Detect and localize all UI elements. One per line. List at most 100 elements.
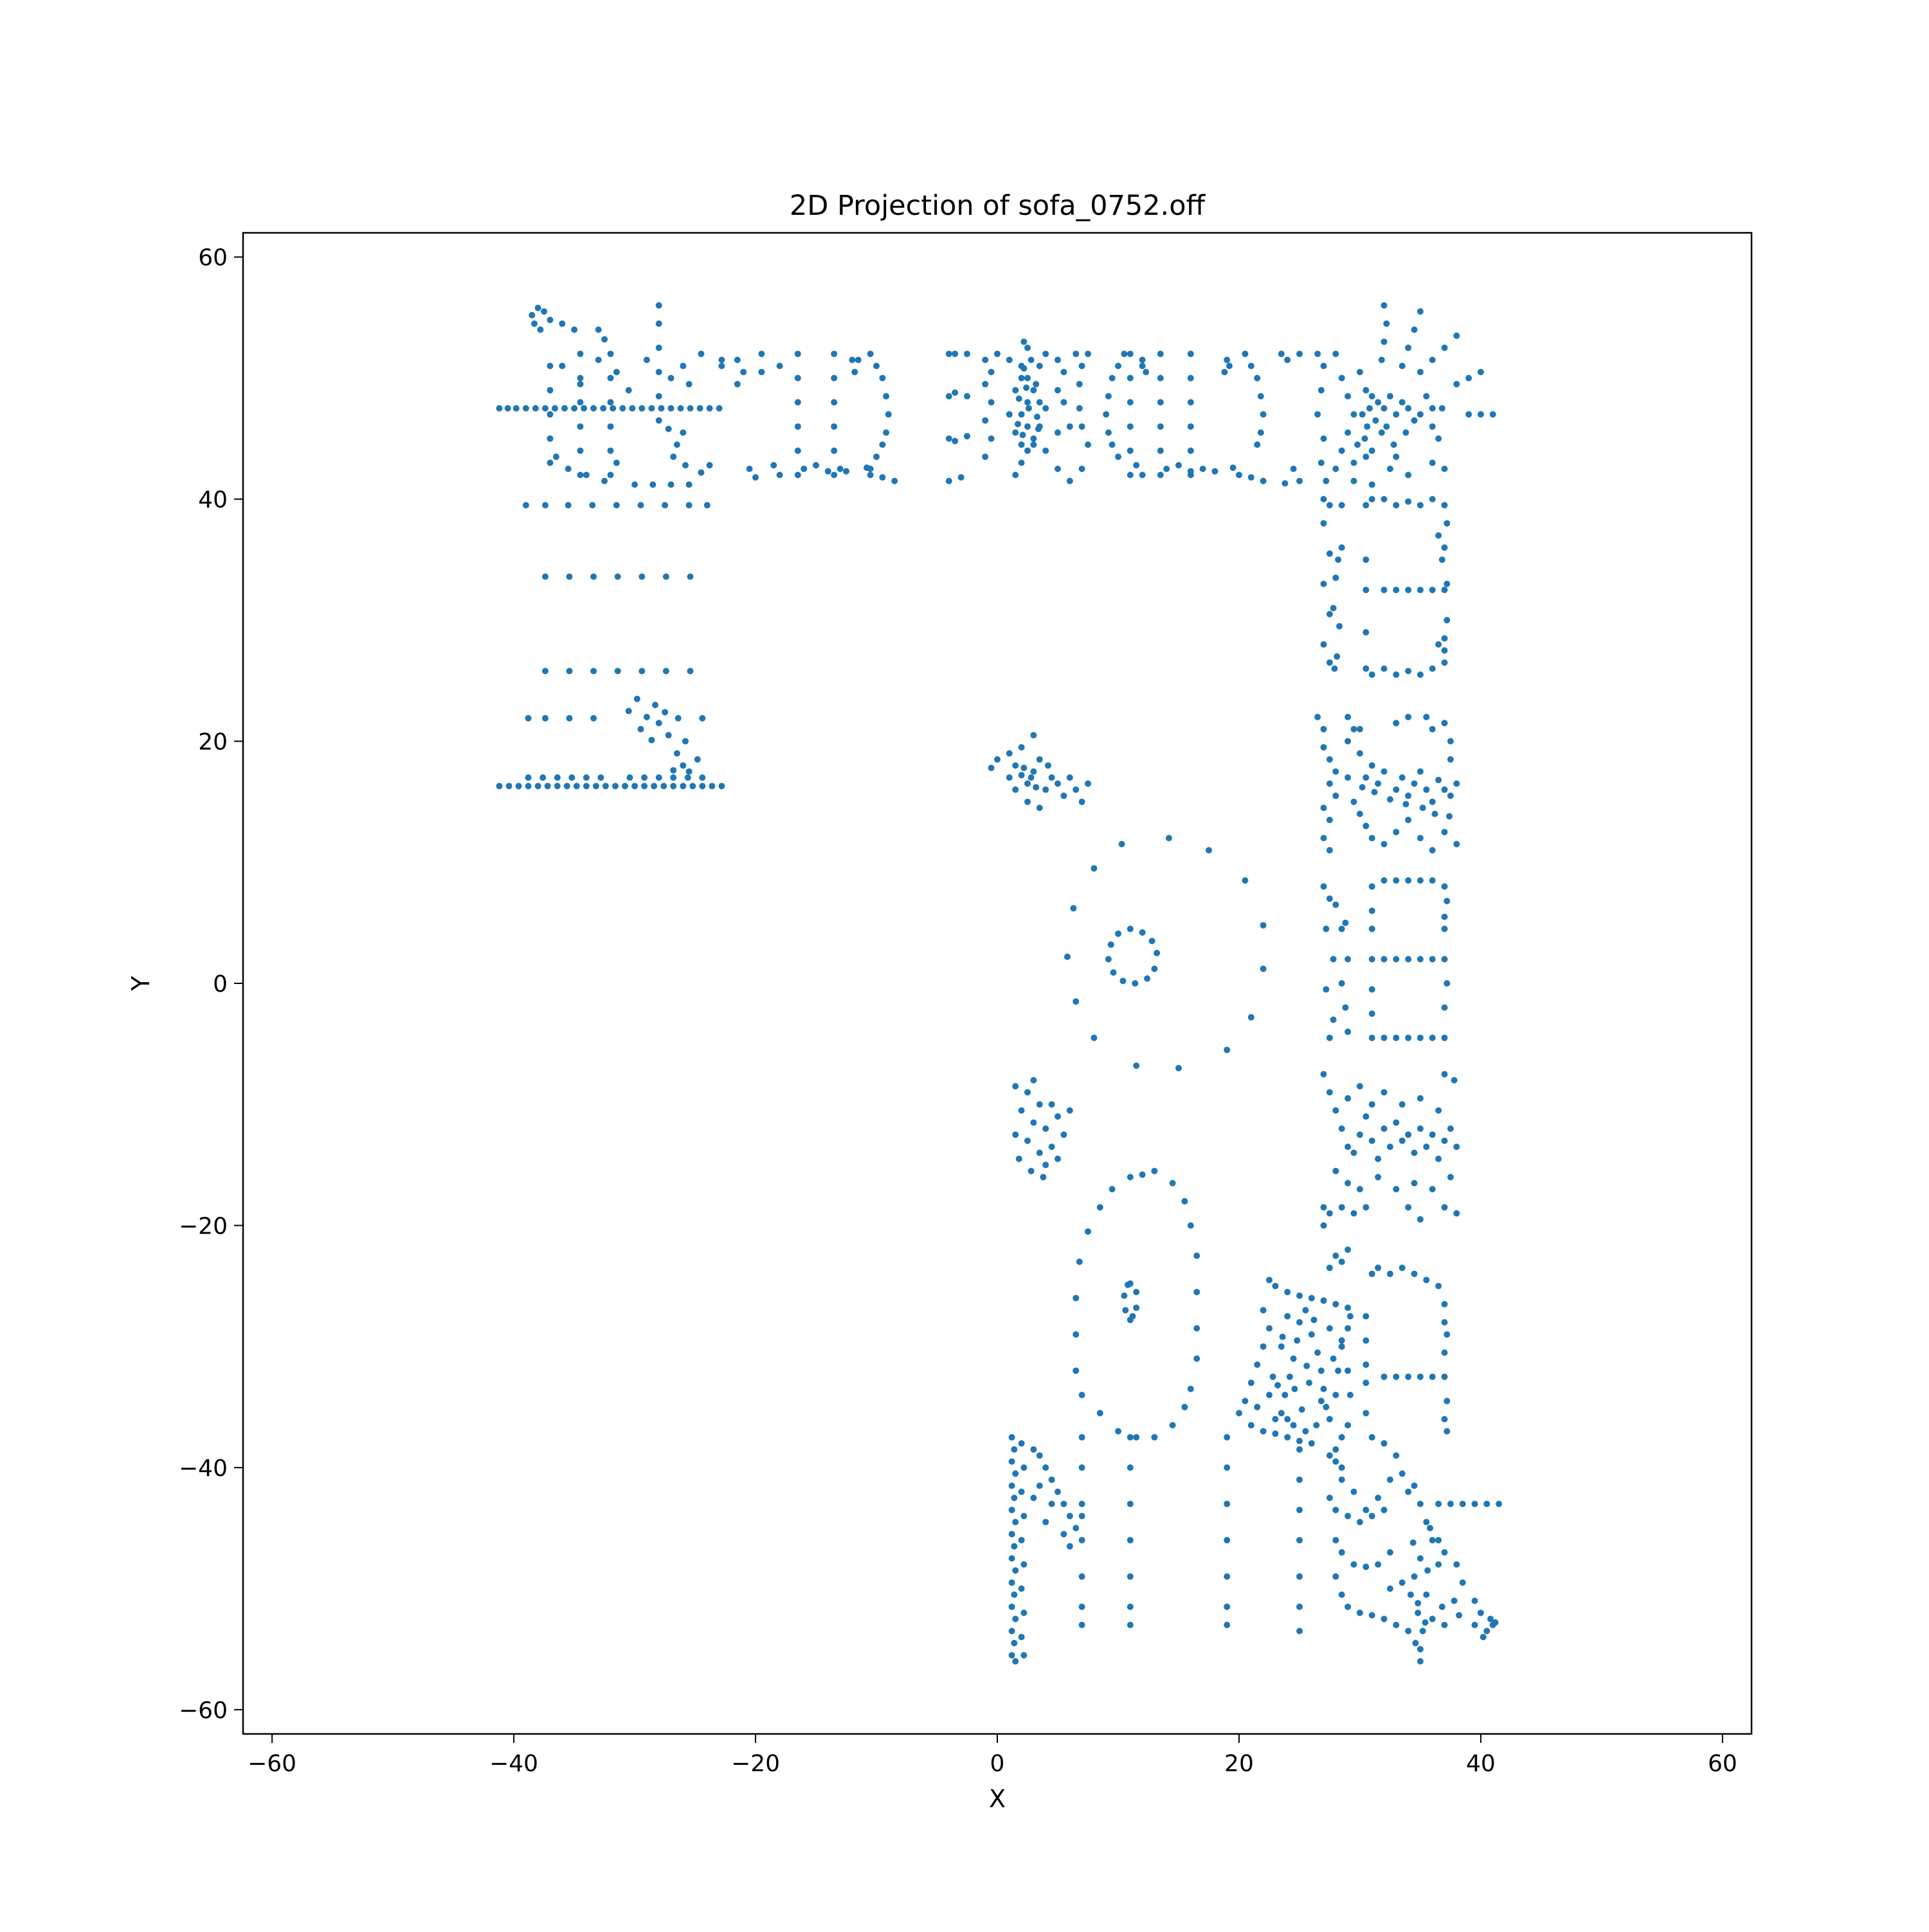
data-point: [1073, 1525, 1080, 1531]
data-point: [1018, 1107, 1025, 1114]
data-point: [1296, 1628, 1303, 1634]
data-point: [1477, 411, 1484, 418]
data-point: [1405, 587, 1412, 594]
data-point: [1018, 1488, 1025, 1495]
data-point: [1187, 351, 1194, 358]
data-point: [1313, 1422, 1320, 1428]
data-point: [1078, 1573, 1085, 1580]
y-tick-label: −60: [179, 1697, 228, 1724]
data-point: [1363, 1506, 1370, 1513]
data-point: [1487, 1616, 1494, 1623]
data-point: [703, 502, 711, 509]
data-point: [1405, 877, 1412, 884]
data-point: [1332, 1107, 1339, 1114]
data-point: [1278, 1343, 1285, 1350]
data-point: [1320, 435, 1327, 442]
data-point: [1042, 786, 1049, 793]
data-point: [1326, 1325, 1333, 1332]
data-point: [1045, 762, 1051, 769]
data-point: [1441, 1319, 1448, 1326]
data-point: [1133, 462, 1140, 469]
data-point: [1363, 1563, 1370, 1571]
data-point: [1115, 363, 1121, 369]
data-point: [1441, 1621, 1448, 1628]
data-point: [1006, 411, 1013, 418]
data-point: [883, 429, 890, 436]
data-point: [1073, 351, 1080, 358]
data-point: [637, 502, 644, 509]
data-point: [1453, 333, 1460, 339]
data-point: [1151, 1434, 1158, 1441]
data-point: [1020, 338, 1028, 345]
data-point: [1386, 1144, 1393, 1151]
data-point: [1060, 1531, 1067, 1538]
data-point: [1381, 405, 1388, 412]
data-point: [1078, 1392, 1085, 1398]
data-point: [631, 783, 638, 790]
data-point: [1441, 344, 1448, 351]
data-point: [670, 453, 677, 460]
data-point: [547, 411, 554, 418]
y-tick-label: 20: [198, 729, 228, 756]
data-point: [1363, 387, 1370, 394]
data-point: [1330, 956, 1337, 963]
data-point: [577, 399, 584, 406]
data-point: [1356, 725, 1363, 733]
data-point: [1441, 544, 1448, 551]
data-point: [537, 326, 544, 333]
data-point: [1399, 1264, 1406, 1271]
data-point: [1296, 351, 1303, 358]
data-point: [1257, 393, 1264, 400]
data-point: [667, 405, 675, 412]
data-point: [1441, 786, 1448, 793]
data-point: [1393, 786, 1400, 793]
data-point: [522, 405, 529, 412]
data-point: [1368, 447, 1375, 454]
data-point: [1096, 1204, 1103, 1211]
data-point: [1035, 425, 1042, 432]
data-point: [1187, 374, 1194, 381]
data-point: [655, 320, 662, 327]
data-point: [682, 462, 689, 469]
data-point: [1459, 1579, 1466, 1586]
data-point: [1073, 998, 1080, 1005]
data-point: [1323, 477, 1330, 484]
data-point: [1356, 810, 1363, 817]
data-point: [1030, 387, 1037, 394]
data-point: [1381, 1034, 1388, 1041]
data-point: [1193, 1252, 1200, 1259]
data-point: [1363, 1380, 1370, 1387]
data-point: [655, 720, 662, 727]
data-point: [1368, 1034, 1375, 1041]
data-point: [1368, 956, 1375, 963]
data-point: [1127, 374, 1134, 381]
data-point: [1078, 1434, 1085, 1441]
data-point: [1332, 574, 1339, 581]
data-point: [1291, 1385, 1298, 1392]
data-point: [1363, 774, 1370, 781]
data-point: [1411, 1482, 1418, 1490]
data-point: [1350, 477, 1357, 484]
data-point: [837, 466, 844, 472]
data-point: [879, 374, 886, 381]
data-point: [1368, 1137, 1375, 1144]
data-point: [1229, 464, 1236, 471]
data-point: [1260, 1343, 1267, 1350]
data-point: [1438, 405, 1445, 412]
data-point: [1363, 502, 1370, 509]
x-tick-label: 0: [990, 1751, 1005, 1777]
data-point: [1025, 405, 1032, 412]
data-point: [1073, 1331, 1080, 1338]
data-point: [1066, 423, 1073, 430]
data-point: [1335, 1367, 1342, 1374]
data-point: [1423, 1277, 1430, 1284]
data-point: [1393, 502, 1400, 509]
data-point: [1012, 1616, 1019, 1623]
data-point: [1338, 374, 1345, 381]
data-point: [694, 756, 701, 763]
data-point: [1078, 1464, 1085, 1471]
data-point: [1368, 1612, 1375, 1619]
data-point: [619, 405, 626, 412]
data-point: [758, 351, 765, 358]
data-point: [1441, 720, 1448, 727]
